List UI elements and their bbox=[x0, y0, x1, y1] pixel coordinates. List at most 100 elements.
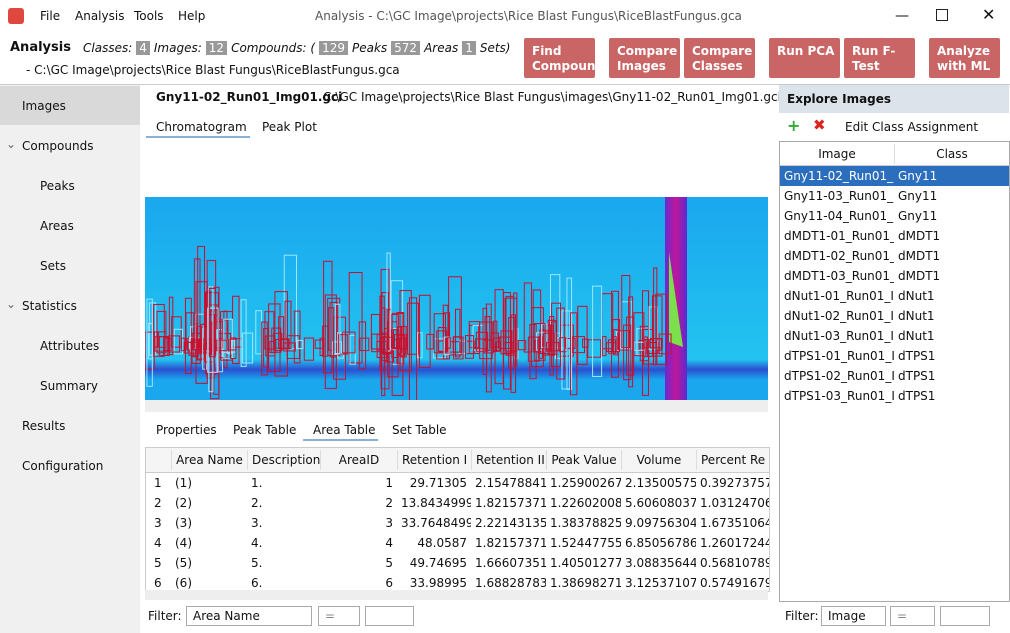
table-cell[interactable]: Gny11 bbox=[898, 169, 938, 183]
table-cell: 3 bbox=[154, 516, 162, 530]
sidebar-item[interactable]: Results bbox=[22, 419, 66, 433]
table-cell[interactable]: dMDT1-01_Run01_... bbox=[784, 229, 894, 243]
column-header[interactable]: Percent Re bbox=[696, 450, 769, 470]
column-header[interactable]: Retention II bbox=[471, 450, 546, 470]
maximize[interactable] bbox=[936, 9, 948, 21]
table-cell[interactable]: dTPS1 bbox=[898, 389, 936, 403]
filter-field[interactable]: Area Name bbox=[186, 606, 312, 626]
sidebar-item[interactable]: Attributes bbox=[40, 339, 100, 353]
peak-contour bbox=[621, 275, 631, 349]
peak-contour bbox=[433, 313, 447, 354]
count-badge: 572 bbox=[391, 41, 421, 55]
menu-item[interactable]: Tools bbox=[134, 9, 164, 23]
column-header[interactable]: Image bbox=[818, 147, 856, 161]
column-header[interactable]: Class bbox=[894, 144, 1009, 164]
sidebar-item[interactable]: Peaks bbox=[40, 179, 75, 193]
tab[interactable]: Area Table bbox=[313, 423, 376, 437]
filter-input[interactable] bbox=[940, 606, 990, 626]
summary-label: Images: bbox=[153, 41, 202, 55]
minimize[interactable]: — bbox=[895, 8, 909, 24]
peak-contour bbox=[358, 321, 367, 370]
table-cell[interactable]: dTPS1-01_Run01_I... bbox=[784, 349, 894, 363]
action-button[interactable]: Compare Images bbox=[609, 38, 680, 78]
column-header[interactable]: Peak Value bbox=[546, 450, 621, 470]
table-cell[interactable]: Gny11 bbox=[898, 209, 938, 223]
table-cell: 5.60608037... bbox=[625, 496, 696, 510]
table-cell[interactable]: dNut1-01_Run01_I... bbox=[784, 289, 894, 303]
table-cell[interactable]: Gny11 bbox=[898, 189, 938, 203]
table-cell[interactable]: dNut1 bbox=[898, 289, 935, 303]
table-cell[interactable]: dMDT1-02_Run01_... bbox=[784, 249, 894, 263]
peak-contour bbox=[611, 319, 621, 353]
peak-contour bbox=[146, 298, 153, 387]
action-button[interactable]: Find Compounds bbox=[524, 38, 611, 78]
column-header[interactable]: AreaID bbox=[320, 450, 397, 470]
tab[interactable]: Peak Table bbox=[233, 423, 297, 437]
column-header[interactable]: Description bbox=[247, 450, 320, 470]
sidebar-item[interactable]: Configuration bbox=[22, 459, 104, 473]
menu-item[interactable]: Analysis bbox=[75, 9, 125, 23]
divider bbox=[0, 84, 1010, 85]
tab[interactable]: Set Table bbox=[392, 423, 447, 437]
sidebar-item[interactable]: Summary bbox=[40, 379, 98, 393]
filter-input[interactable] bbox=[365, 606, 414, 626]
table-cell[interactable]: dMDT1 bbox=[898, 229, 941, 243]
filter-label: Filter: bbox=[785, 609, 819, 623]
sidebar-item[interactable]: Sets bbox=[40, 259, 66, 273]
column-header[interactable]: Volume bbox=[621, 450, 696, 470]
peak-contour bbox=[418, 294, 431, 368]
action-button[interactable]: Run F-Test bbox=[844, 38, 915, 78]
table-cell[interactable]: Gny11-02_Run01_I... bbox=[784, 169, 894, 183]
action-button[interactable]: Analyze with ML bbox=[929, 38, 1000, 78]
table-cell: 13.8434999... bbox=[401, 496, 471, 510]
tab[interactable]: Peak Plot bbox=[262, 120, 317, 134]
peak-contour bbox=[448, 276, 462, 356]
table-cell[interactable]: dNut1 bbox=[898, 329, 935, 343]
peak-contour bbox=[407, 302, 420, 355]
remove-button[interactable]: ✖ bbox=[813, 116, 826, 134]
sidebar-item[interactable]: Compounds bbox=[22, 139, 94, 153]
tab[interactable]: Chromatogram bbox=[156, 120, 247, 134]
action-button[interactable]: Run PCA bbox=[769, 38, 840, 78]
table-header bbox=[780, 142, 1009, 166]
table-cell[interactable]: Gny11-04_Run01_I... bbox=[784, 209, 894, 223]
peak-contour bbox=[391, 313, 399, 358]
table-cell[interactable]: dNut1 bbox=[898, 309, 935, 323]
menu-item[interactable]: File bbox=[40, 9, 61, 23]
table-cell[interactable]: dMDT1 bbox=[898, 249, 941, 263]
filter-op[interactable]: = bbox=[318, 606, 360, 626]
table-cell[interactable]: dNut1-03_Run01_I... bbox=[784, 329, 894, 343]
table-cell: 1.38698271... bbox=[550, 576, 621, 590]
close[interactable]: ✕ bbox=[982, 5, 996, 24]
table-cell[interactable]: dTPS1 bbox=[898, 369, 936, 383]
table-cell[interactable]: dTPS1-03_Run01_I... bbox=[784, 389, 894, 403]
column-header[interactable]: Area Name bbox=[171, 450, 247, 470]
area-table: Area Name Description AreaID Retention I Ret… bbox=[145, 447, 770, 592]
table-cell[interactable]: dTPS1-02_Run01_I... bbox=[784, 369, 894, 383]
filter-op[interactable]: = bbox=[890, 606, 935, 626]
sidebar-item[interactable]: Statistics bbox=[22, 299, 77, 313]
sidebar-item[interactable]: Images bbox=[22, 99, 66, 113]
peak-contour bbox=[261, 321, 268, 376]
table-cell[interactable]: dMDT1-03_Run01_... bbox=[784, 269, 894, 283]
table-cell: (3) bbox=[175, 516, 192, 530]
action-button[interactable]: Compare Classes bbox=[684, 38, 755, 78]
table-cell: (6) bbox=[175, 576, 192, 590]
sidebar-item[interactable]: Areas bbox=[40, 219, 74, 233]
add-button[interactable]: + bbox=[787, 116, 801, 135]
table-cell[interactable]: Gny11-03_Run01_I... bbox=[784, 189, 894, 203]
summary: Classes: 4 Images: 12 Compounds: (129 Peaks 57… bbox=[83, 41, 510, 55]
menu-item[interactable]: Help bbox=[178, 9, 206, 23]
tab[interactable]: Properties bbox=[156, 423, 217, 437]
table-cell[interactable]: dMDT1 bbox=[898, 269, 941, 283]
filter-field[interactable]: Image bbox=[821, 606, 886, 626]
explore-header bbox=[779, 85, 1009, 113]
table-cell[interactable]: dTPS1 bbox=[898, 349, 936, 363]
peak-contour bbox=[334, 303, 341, 354]
table-cell: 1.68828783... bbox=[475, 576, 546, 590]
column-header[interactable]: Retention I bbox=[397, 450, 471, 470]
edit-class[interactable]: Edit Class Assignment bbox=[845, 120, 979, 134]
peak-contour bbox=[566, 277, 573, 390]
table-cell[interactable]: dNut1-02_Run01_I... bbox=[784, 309, 894, 323]
table-cell: 2.15478841... bbox=[475, 476, 546, 490]
